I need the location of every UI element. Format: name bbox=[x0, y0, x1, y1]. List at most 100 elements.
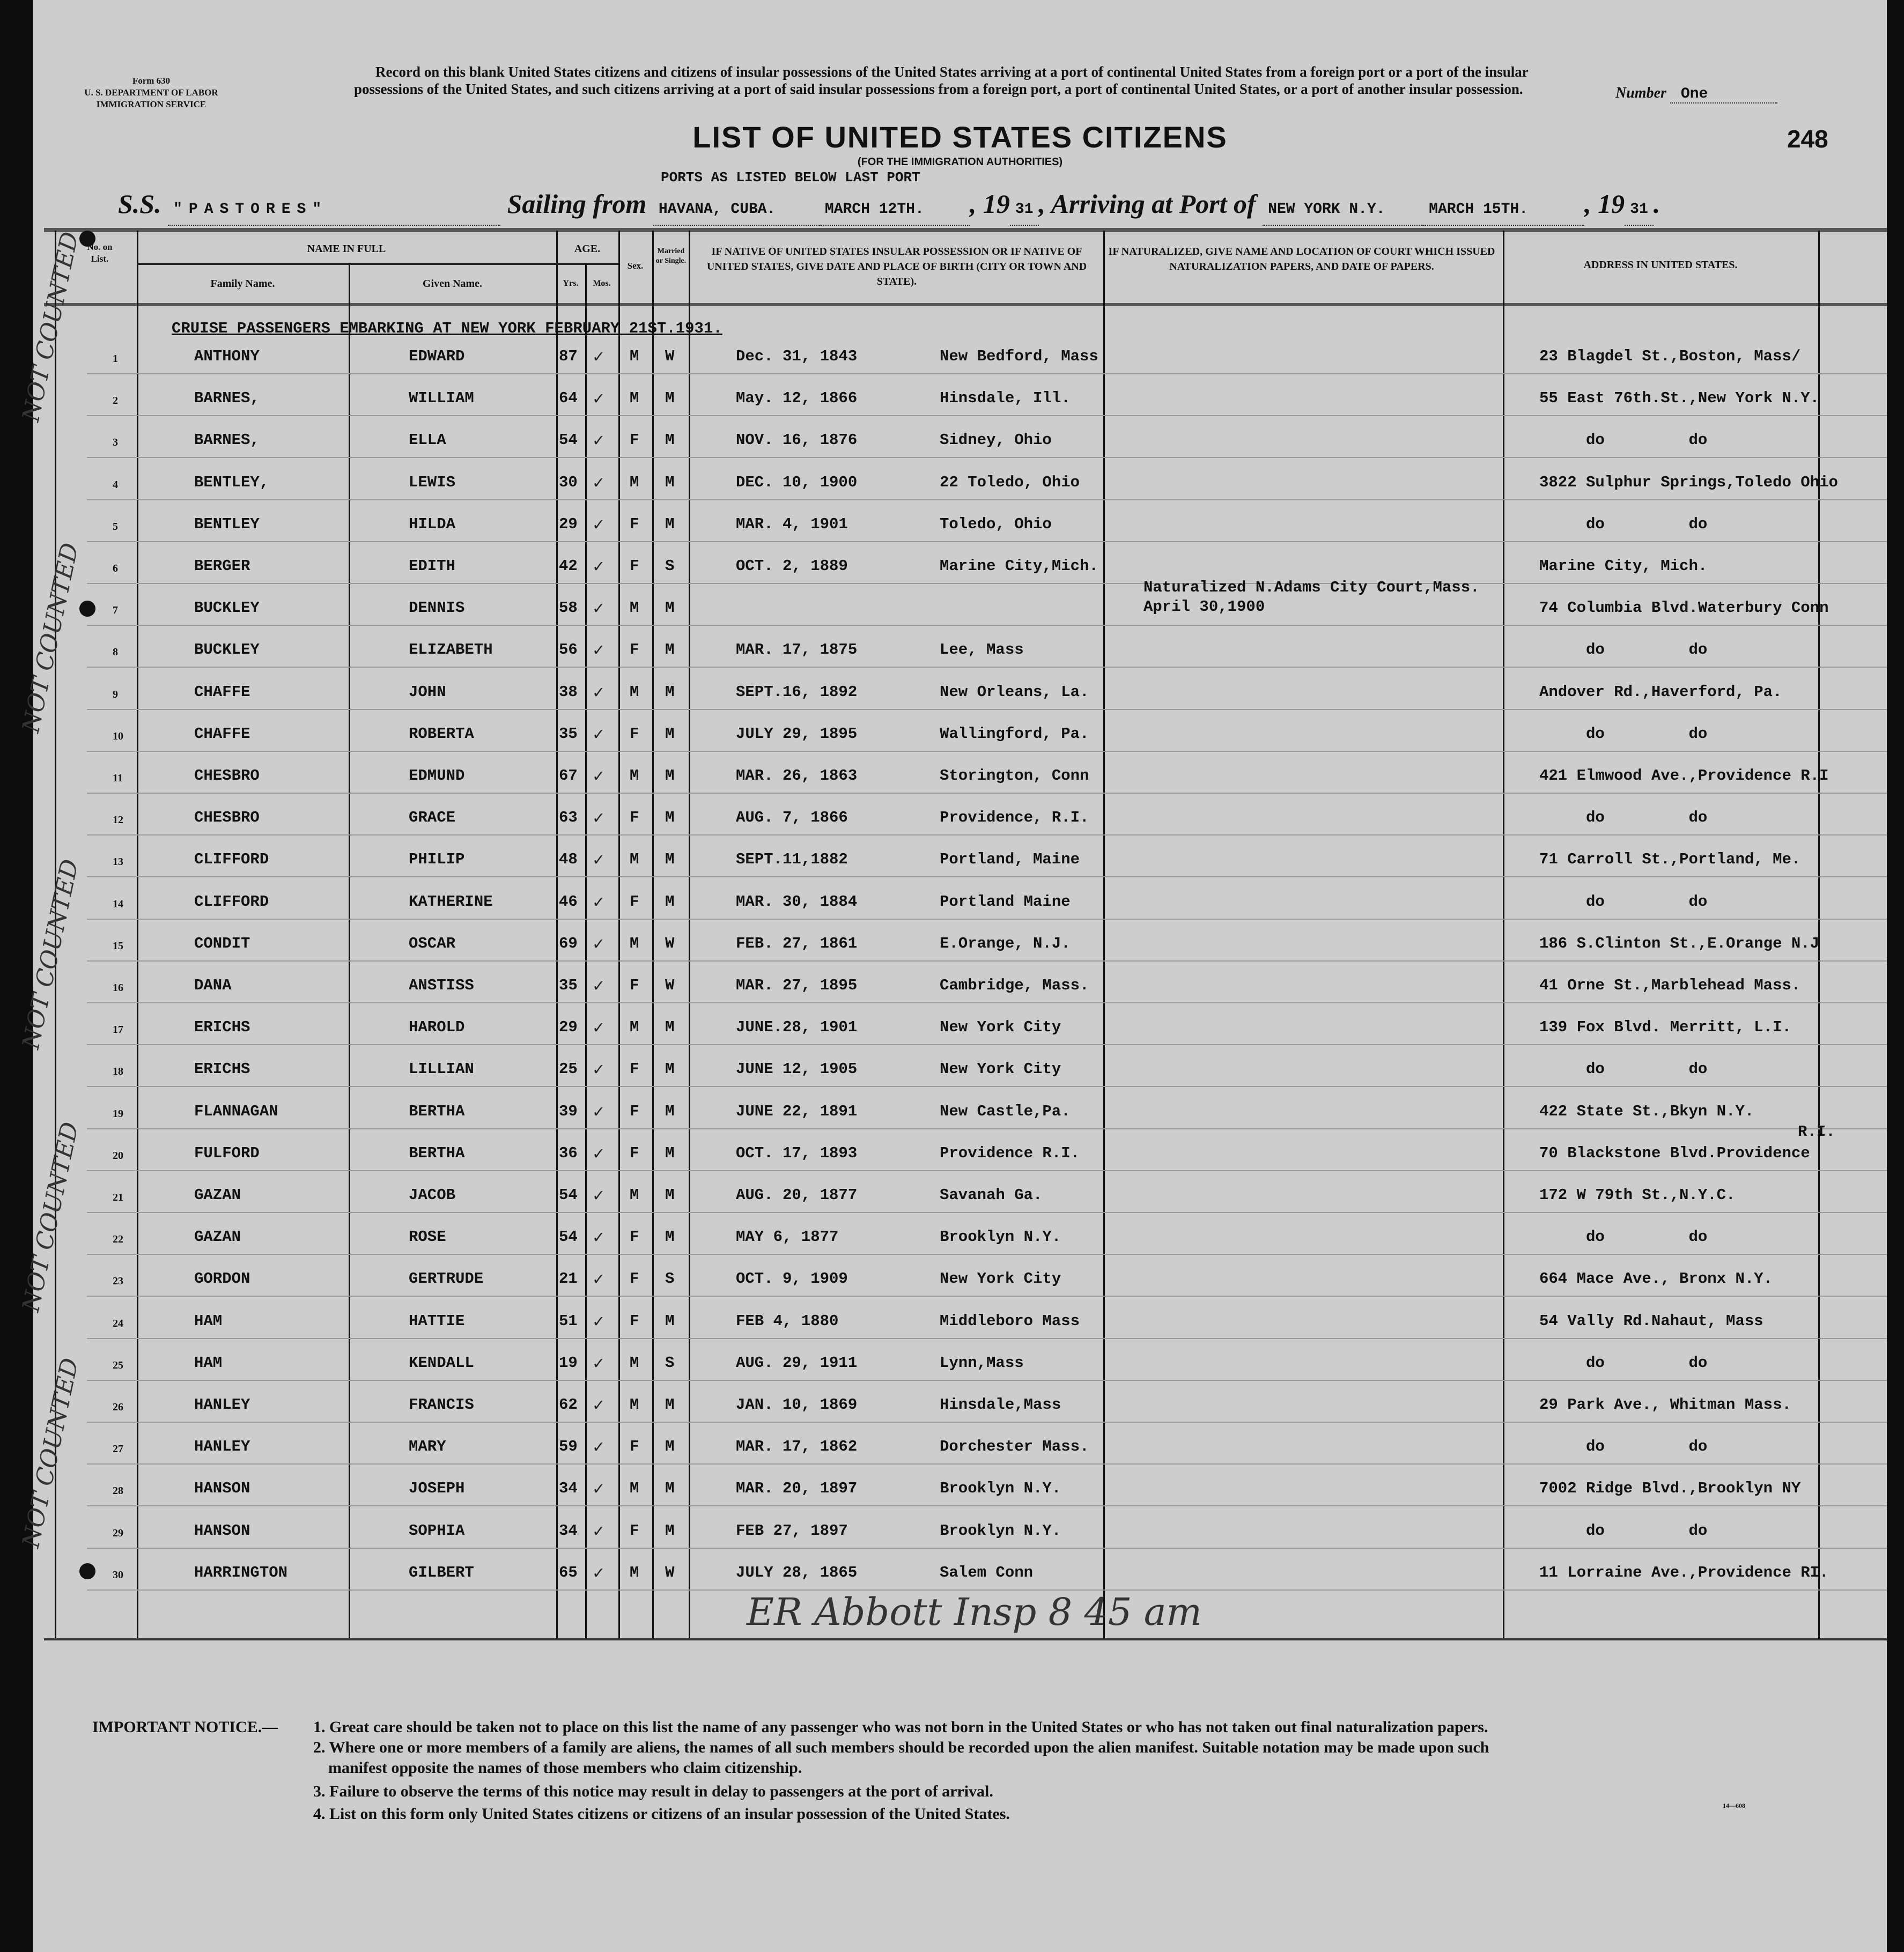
sex: M bbox=[630, 1563, 639, 1581]
address: Andover Rd.,Haverford, Pa. bbox=[1539, 683, 1782, 701]
birth-date: OCT. 17, 1893 bbox=[736, 1144, 858, 1162]
sex: F bbox=[630, 1521, 639, 1540]
age-years: 64 bbox=[559, 389, 578, 408]
address: 54 Vally Rd.Nahaut, Mass bbox=[1539, 1312, 1763, 1330]
family-name: CLIFFORD bbox=[194, 851, 269, 869]
birth-date: JUNE 12, 1905 bbox=[736, 1060, 858, 1078]
birth-date: JAN. 10, 1869 bbox=[736, 1396, 858, 1414]
age-years: 34 bbox=[559, 1480, 578, 1498]
row-rule bbox=[87, 1086, 1887, 1088]
given-name: HILDA bbox=[409, 515, 456, 533]
birth-place: Portland Maine bbox=[940, 892, 1071, 911]
column-divider bbox=[349, 264, 350, 1638]
birth-date: MAR. 20, 1897 bbox=[736, 1480, 858, 1498]
age-years: 29 bbox=[559, 515, 578, 533]
family-name: HARRINGTON bbox=[194, 1563, 288, 1581]
marital-status: M bbox=[665, 1480, 675, 1498]
family-name: CONDIT bbox=[194, 934, 250, 952]
birth-place: Salem Conn bbox=[940, 1563, 1034, 1581]
marital-status: M bbox=[665, 1396, 675, 1414]
address: 664 Mace Ave., Bronx N.Y. bbox=[1539, 1270, 1773, 1288]
row-rule bbox=[87, 793, 1887, 794]
birth-date: FEB. 27, 1861 bbox=[736, 934, 858, 952]
row-number: 16 bbox=[113, 982, 123, 994]
marital-status: M bbox=[665, 1228, 675, 1246]
row-rule bbox=[87, 1505, 1887, 1507]
marital-status: M bbox=[665, 851, 675, 869]
row-number: 23 bbox=[113, 1275, 123, 1288]
arrival-port: NEW YORK N.Y. bbox=[1263, 195, 1424, 226]
checkmark-icon: ✓ bbox=[592, 934, 606, 953]
given-name: HAROLD bbox=[409, 1018, 465, 1037]
record-instructions: Record on this blank United States citiz… bbox=[354, 64, 1529, 97]
birth-place: Lynn,Mass bbox=[940, 1354, 1024, 1372]
marital-status: M bbox=[665, 641, 675, 659]
family-name: CLIFFORD bbox=[194, 892, 269, 911]
sex: F bbox=[630, 1102, 639, 1120]
birth-place: New York City bbox=[940, 1060, 1061, 1078]
row-number: 3 bbox=[113, 437, 118, 449]
list-number: Number One bbox=[1615, 85, 1777, 103]
family-name: BARNES, bbox=[194, 431, 260, 449]
marital-status: M bbox=[665, 389, 675, 408]
column-divider bbox=[585, 264, 587, 1638]
age-years: 48 bbox=[559, 851, 578, 869]
birth-place: Brooklyn N.Y. bbox=[940, 1521, 1061, 1540]
marital-status: M bbox=[665, 473, 675, 491]
marital-status: M bbox=[665, 1102, 675, 1120]
checkmark-icon: ✓ bbox=[592, 1354, 606, 1372]
col-birth: IF NATIVE OF UNITED STATES INSULAR POSSE… bbox=[706, 246, 1087, 287]
birth-date: MAR. 27, 1895 bbox=[736, 977, 858, 994]
birth-place: Toledo, Ohio bbox=[940, 515, 1052, 533]
sex: F bbox=[630, 515, 639, 533]
age-years: 30 bbox=[559, 473, 578, 491]
col-mos: Mos. bbox=[593, 279, 611, 288]
punch-hole bbox=[79, 231, 95, 247]
checkmark-icon: ✓ bbox=[592, 599, 606, 618]
row-number: 1 bbox=[113, 353, 118, 365]
row-rule bbox=[87, 1128, 1887, 1129]
age-years: 42 bbox=[559, 557, 578, 575]
family-name: CHESBRO bbox=[194, 767, 260, 785]
address: do do bbox=[1539, 1228, 1708, 1246]
family-name: BUCKLEY bbox=[194, 641, 260, 659]
age-years: 25 bbox=[559, 1060, 578, 1078]
birth-date: JUNE 22, 1891 bbox=[736, 1102, 858, 1120]
address: do do bbox=[1539, 1521, 1708, 1540]
page-number: 248 bbox=[1787, 125, 1828, 153]
age-years: 39 bbox=[559, 1102, 578, 1120]
marital-status: M bbox=[665, 892, 675, 911]
sex: F bbox=[630, 809, 639, 827]
address: 11 Lorraine Ave.,Providence RI. bbox=[1539, 1563, 1829, 1581]
row-rule bbox=[87, 667, 1887, 668]
margin-note-not-counted: NOT COUNTED bbox=[17, 229, 84, 424]
address: 421 Elmwood Ave.,Providence R.I bbox=[1539, 767, 1829, 785]
sex: M bbox=[630, 934, 639, 952]
section-heading: CRUISE PASSENGERS EMBARKING AT NEW YORK … bbox=[172, 320, 722, 337]
department: U. S. DEPARTMENT OF LABOR bbox=[84, 87, 218, 98]
row-number: 26 bbox=[113, 1401, 123, 1413]
given-name: HATTIE bbox=[409, 1312, 465, 1330]
sailing-label: Sailing from bbox=[507, 189, 647, 219]
address: 422 State St.,Bkyn N.Y. bbox=[1539, 1102, 1754, 1120]
age-years: 56 bbox=[559, 641, 578, 659]
row-rule bbox=[87, 918, 1887, 920]
row-rule bbox=[87, 1379, 1887, 1381]
row-number: 12 bbox=[113, 814, 123, 826]
birth-date: FEB 4, 1880 bbox=[736, 1312, 839, 1330]
family-name: GORDON bbox=[194, 1270, 250, 1288]
birth-date: Dec. 31, 1843 bbox=[736, 347, 858, 365]
given-name: ANSTISS bbox=[409, 977, 474, 994]
birth-place: Providence R.I. bbox=[940, 1144, 1080, 1162]
col-married-single: Married or Single. bbox=[655, 247, 687, 265]
row-rule bbox=[87, 960, 1887, 962]
marital-status: M bbox=[665, 1060, 675, 1078]
marital-status: S bbox=[665, 1270, 675, 1288]
family-name: HAM bbox=[194, 1354, 223, 1372]
column-divider bbox=[556, 231, 558, 1638]
notice-item-2-cont: manifest opposite the names of those mem… bbox=[328, 1759, 802, 1777]
marital-status: M bbox=[665, 724, 675, 743]
address: do do bbox=[1539, 515, 1708, 533]
birth-date: MAY 6, 1877 bbox=[736, 1228, 839, 1246]
arrival-date: MARCH 15TH. bbox=[1423, 195, 1585, 226]
